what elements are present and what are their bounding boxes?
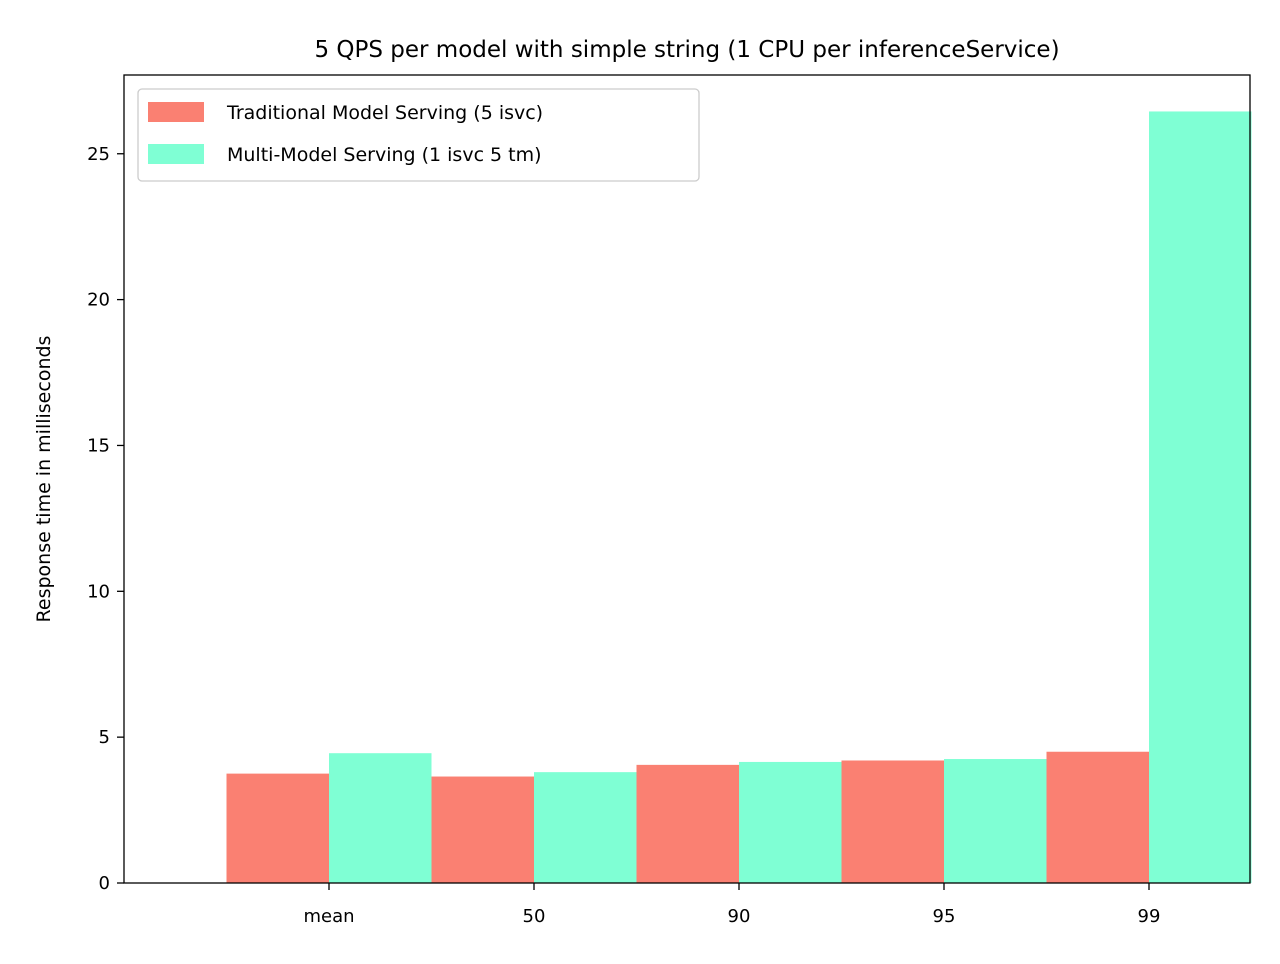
chart-title: 5 QPS per model with simple string (1 CP… — [314, 37, 1059, 63]
y-tick-label: 15 — [87, 435, 110, 456]
plot-frame — [123, 74, 1251, 884]
bars-layer — [226, 111, 1252, 883]
bar-multi-model-90 — [739, 761, 842, 883]
x-tick-label: 90 — [728, 906, 751, 927]
y-tick-label: 10 — [87, 581, 110, 602]
y-axis-label: Response time in milliseconds — [33, 336, 55, 623]
bar-traditional-90 — [636, 764, 739, 883]
legend-box — [137, 88, 700, 182]
bar-traditional-99 — [1046, 751, 1149, 883]
bar-multi-model-95 — [944, 759, 1047, 883]
x-tick-label: mean — [303, 906, 354, 927]
bar-multi-model-50 — [534, 772, 637, 883]
legend-swatch-multi-model — [148, 144, 204, 164]
x-tick-label: 99 — [1138, 906, 1161, 927]
bar-traditional-50 — [431, 776, 534, 883]
x-tick-label: 50 — [523, 906, 546, 927]
y-tick-label: 0 — [99, 873, 110, 894]
bar-traditional-mean — [226, 773, 329, 883]
y-tick-label: 5 — [99, 727, 110, 748]
legend-label-traditional: Traditional Model Serving (5 isvc) — [226, 102, 543, 124]
bar-multi-model-mean — [329, 753, 432, 883]
x-axis: mean 50 90 95 99 — [303, 883, 1160, 927]
bar-multi-model-99 — [1149, 111, 1252, 883]
legend-swatch-traditional — [148, 102, 204, 122]
bar-traditional-95 — [841, 760, 944, 883]
legend: Traditional Model Serving (5 isvc) Multi… — [137, 88, 700, 182]
y-tick-label: 20 — [87, 290, 110, 311]
x-tick-label: 95 — [933, 906, 956, 927]
y-tick-label: 25 — [87, 144, 110, 165]
y-axis: 0 5 10 15 20 25 — [87, 144, 124, 894]
legend-label-multi-model: Multi-Model Serving (1 isvc 5 tm) — [227, 144, 542, 166]
